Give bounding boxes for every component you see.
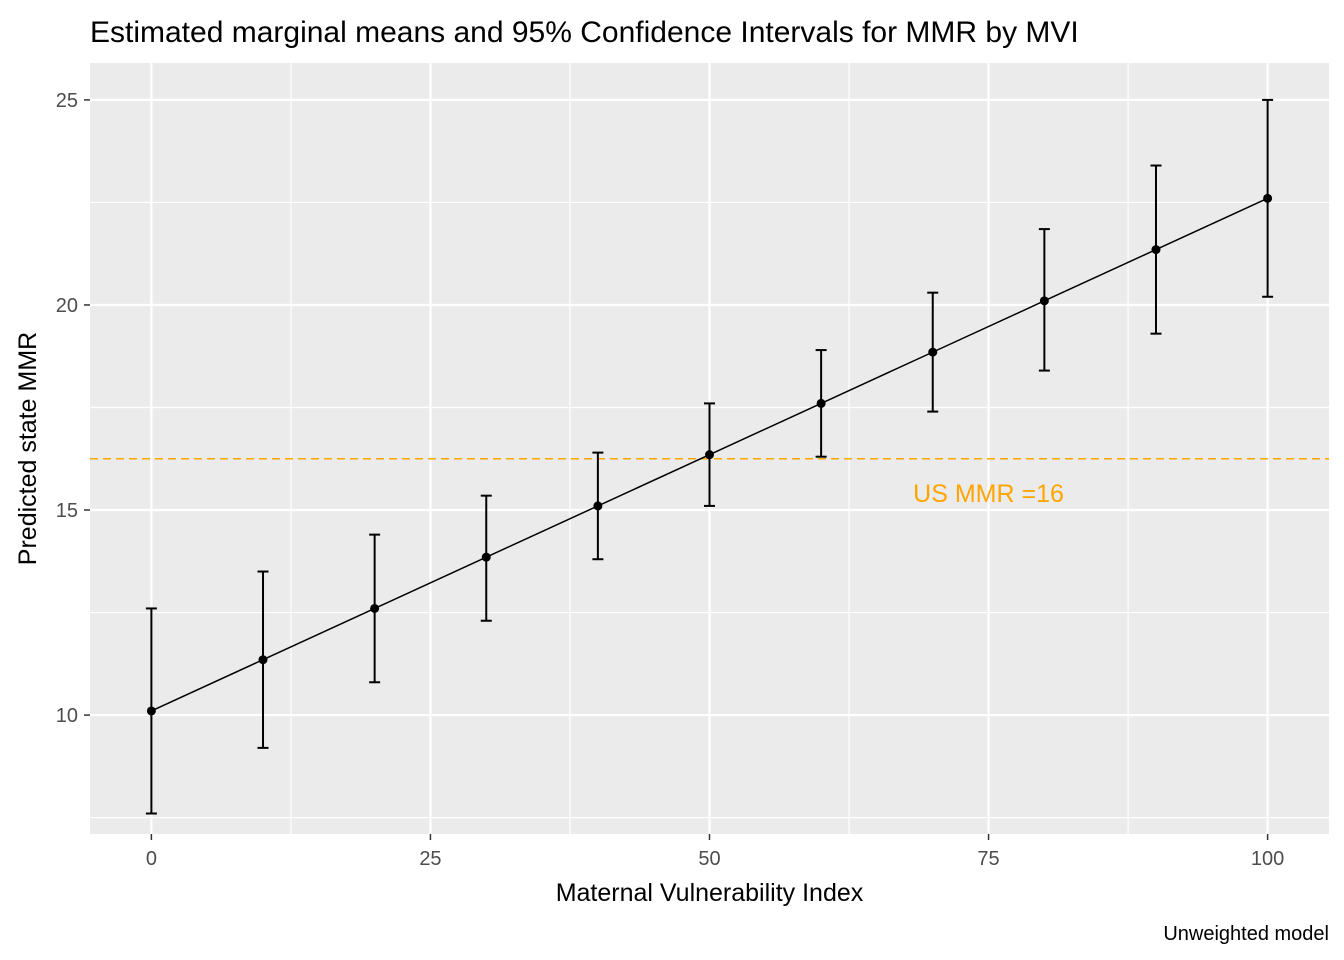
x-tick-label: 50 bbox=[698, 848, 720, 870]
x-axis-ticks: 0 25 50 75 100 bbox=[146, 834, 1284, 870]
y-axis-ticks: 10 15 20 25 bbox=[56, 90, 90, 727]
data-point bbox=[481, 552, 491, 562]
data-point bbox=[593, 501, 603, 511]
data-points bbox=[146, 193, 1273, 716]
x-tick-label: 25 bbox=[419, 848, 441, 870]
x-tick-label: 75 bbox=[977, 848, 999, 870]
chart-title: Estimated marginal means and 95% Confide… bbox=[90, 16, 1079, 49]
data-point bbox=[928, 347, 938, 357]
us-mmr-annotation: US MMR =16 bbox=[913, 480, 1064, 508]
data-point bbox=[1039, 296, 1049, 306]
y-tick-label: 25 bbox=[56, 90, 78, 112]
x-tick-label: 100 bbox=[1251, 848, 1284, 870]
data-point bbox=[1151, 245, 1161, 255]
y-axis-title: Predicted state MMR bbox=[14, 332, 42, 565]
x-tick-label: 0 bbox=[146, 848, 157, 870]
data-point bbox=[1263, 193, 1273, 203]
y-tick-label: 20 bbox=[56, 295, 78, 317]
x-axis-title: Maternal Vulnerability Index bbox=[556, 879, 864, 907]
y-tick-label: 15 bbox=[56, 500, 78, 522]
y-tick-label: 10 bbox=[56, 705, 78, 727]
data-point bbox=[705, 450, 714, 460]
data-point bbox=[816, 398, 826, 408]
data-point bbox=[370, 603, 380, 613]
caption: Unweighted model bbox=[1163, 923, 1329, 945]
data-point bbox=[146, 706, 156, 716]
data-point bbox=[258, 655, 268, 665]
